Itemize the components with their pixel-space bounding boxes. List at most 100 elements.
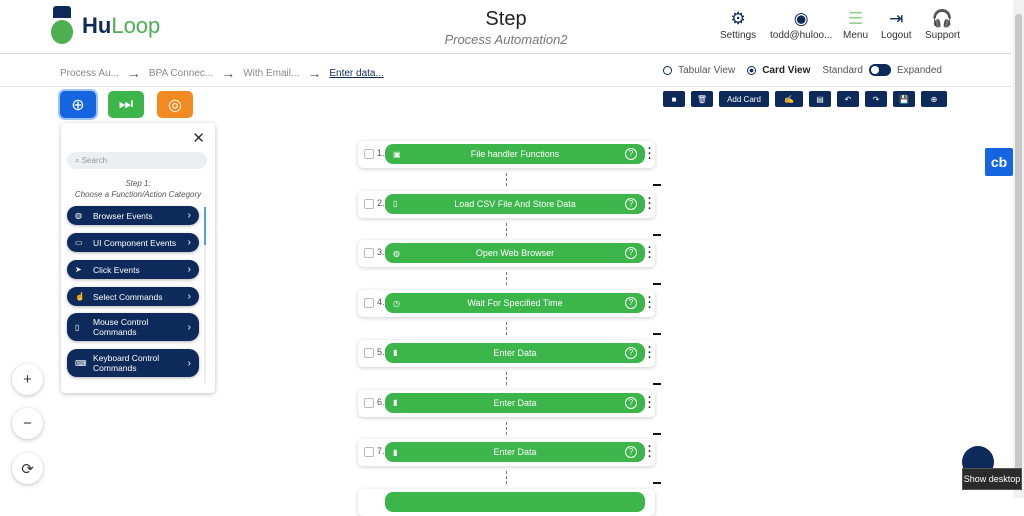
step-card[interactable]: 2. ▯ Load CSV File And Store Data? · · ·: [358, 190, 655, 218]
category-click-events[interactable]: ➤ Click Events ›: [67, 260, 199, 279]
more-options-icon[interactable]: · · ·: [648, 143, 652, 165]
signature-button[interactable]: ✍: [775, 91, 803, 107]
step-card[interactable]: 4. ◷ Wait For Specified Time? · · ·: [358, 290, 655, 318]
card-action-bar[interactable]: ▮ Enter Data?: [385, 442, 645, 463]
step-card[interactable]: 1. ▣ File handler Functions? · · ·: [358, 141, 655, 168]
more-options-icon[interactable]: · · ·: [648, 391, 652, 414]
step-card[interactable]: 5. ▮ Enter Data? · · ·: [358, 339, 655, 367]
help-icon[interactable]: ?: [625, 396, 637, 409]
more-options-icon[interactable]: · · ·: [648, 441, 652, 464]
logout-button[interactable]: ⇥ Logout: [881, 8, 912, 41]
view-switcher: Tabular View Card View Standard Expanded: [663, 64, 942, 76]
step-card[interactable]: 6. ▮ Enter Data? · · ·: [358, 389, 655, 417]
category-label: Mouse Control Commands: [93, 317, 149, 337]
card-label: Load CSV File And Store Data: [454, 198, 576, 209]
trash-icon: 🗑: [696, 94, 708, 104]
card-action-bar[interactable]: ◷ Wait For Specified Time?: [385, 293, 645, 314]
huloop-logo[interactable]: HuLoop: [50, 6, 160, 46]
category-panel: ✕ ⌕ Search Step 1: Choose a Function/Acti…: [61, 123, 215, 393]
card-view-radio[interactable]: [747, 65, 757, 75]
add-step-button[interactable]: ⊕: [60, 91, 96, 118]
card-action-bar[interactable]: ▯ Load CSV File And Store Data?: [385, 193, 645, 214]
record-icon: ◎: [168, 96, 182, 114]
more-options-icon[interactable]: · · ·: [648, 341, 652, 364]
category-label: Select Commands: [93, 291, 163, 302]
add-card-button[interactable]: Add Card: [719, 91, 769, 107]
support-button[interactable]: 🎧 Support: [925, 8, 960, 41]
pointer-icon: ➤: [75, 265, 82, 274]
step-card[interactable]: [358, 489, 655, 516]
select-all-button[interactable]: ■: [663, 91, 685, 107]
step-card[interactable]: 7. ▮ Enter Data? · · ·: [358, 439, 655, 467]
category-ui-component-events[interactable]: ▭ UI Component Events ›: [67, 233, 199, 252]
card-checkbox[interactable]: [364, 149, 374, 159]
page-scrollbar[interactable]: [1013, 0, 1024, 498]
card-checkbox[interactable]: [364, 298, 374, 309]
play-next-icon: ⏭: [118, 95, 134, 113]
search-input[interactable]: ⌕ Search: [67, 152, 207, 169]
copy-button[interactable]: ▤: [809, 91, 831, 107]
delete-button[interactable]: 🗑: [691, 91, 713, 107]
breadcrumb-current[interactable]: Enter data...: [329, 67, 384, 79]
help-icon[interactable]: ?: [625, 148, 637, 160]
category-mouse-control[interactable]: ▯ Mouse Control Commands ›: [67, 313, 199, 341]
help-icon[interactable]: ?: [625, 297, 637, 310]
zoom-out-button[interactable]: −: [12, 408, 43, 439]
breadcrumb-item[interactable]: Process Au...: [60, 67, 119, 79]
collapse-dash[interactable]: [653, 283, 661, 286]
category-select-commands[interactable]: ☝ Select Commands ›: [67, 287, 199, 306]
add-circle-button[interactable]: ⊕: [921, 91, 947, 107]
category-browser-events[interactable]: ◍ Browser Events ›: [67, 206, 199, 225]
reset-button[interactable]: ⟳: [12, 453, 43, 484]
collapse-dash[interactable]: [653, 184, 661, 186]
category-label: Keyboard Control Commands: [93, 353, 160, 373]
card-checkbox[interactable]: [364, 397, 374, 408]
close-icon[interactable]: ✕: [192, 130, 205, 147]
collapse-dash[interactable]: [653, 333, 661, 336]
breadcrumb-item[interactable]: BPA Connec...: [148, 67, 214, 79]
user-button[interactable]: ◉ todd@huloo...: [770, 8, 832, 41]
menu-button[interactable]: ☰ Menu: [843, 8, 868, 41]
card-checkbox[interactable]: [364, 248, 374, 259]
collapse-dash[interactable]: [653, 482, 661, 485]
panel-scrollbar[interactable]: [204, 207, 206, 383]
expanded-toggle[interactable]: [868, 64, 891, 76]
redo-button[interactable]: ↷: [865, 91, 887, 107]
run-button[interactable]: ⏭: [108, 91, 144, 118]
undo-button[interactable]: ↶: [837, 91, 859, 107]
record-button[interactable]: ◎: [157, 91, 193, 118]
more-options-icon[interactable]: · · ·: [648, 192, 652, 215]
card-action-bar[interactable]: ▮ Enter Data?: [385, 342, 645, 363]
category-keyboard-control[interactable]: ⌨ Keyboard Control Commands ›: [67, 349, 199, 377]
settings-button[interactable]: ⚙ Settings: [720, 8, 756, 41]
step-card[interactable]: 3. ◍ Open Web Browser? · · ·: [358, 240, 655, 268]
chevron-right-icon: ›: [187, 321, 191, 333]
tabular-view-radio[interactable]: [663, 65, 673, 75]
help-icon[interactable]: ?: [625, 197, 637, 210]
zoom-in-button[interactable]: +: [12, 364, 43, 395]
tabular-view-label[interactable]: Tabular View: [678, 64, 736, 76]
help-icon[interactable]: ?: [625, 446, 637, 459]
card-action-bar[interactable]: ◍ Open Web Browser?: [385, 243, 645, 264]
signature-icon: ✍: [784, 94, 794, 104]
chat-button[interactable]: cb: [985, 148, 1013, 176]
collapse-dash[interactable]: [653, 233, 661, 236]
card-checkbox[interactable]: [364, 347, 374, 358]
save-button[interactable]: 💾: [893, 91, 915, 107]
card-action-bar[interactable]: ▮ Enter Data?: [385, 392, 645, 413]
card-view-label[interactable]: Card View: [762, 64, 811, 76]
help-icon[interactable]: ?: [625, 247, 637, 260]
help-icon[interactable]: ?: [625, 346, 637, 359]
collapse-dash[interactable]: [653, 432, 661, 435]
breadcrumb-item[interactable]: With Email...: [243, 67, 300, 79]
card-checkbox[interactable]: [364, 447, 374, 458]
more-options-icon[interactable]: · · ·: [648, 292, 652, 315]
redo-icon: ↷: [872, 94, 880, 104]
card-action-bar[interactable]: [385, 492, 645, 512]
collapse-dash[interactable]: [653, 382, 661, 385]
more-options-icon[interactable]: · · ·: [648, 242, 652, 265]
breadcrumb-bar: Process Au... → BPA Connec... → With Email…: [0, 55, 1012, 87]
card-action-bar[interactable]: ▣ File handler Functions?: [385, 144, 645, 164]
mouse-icon: ▯: [75, 322, 80, 332]
card-checkbox[interactable]: [364, 198, 374, 209]
